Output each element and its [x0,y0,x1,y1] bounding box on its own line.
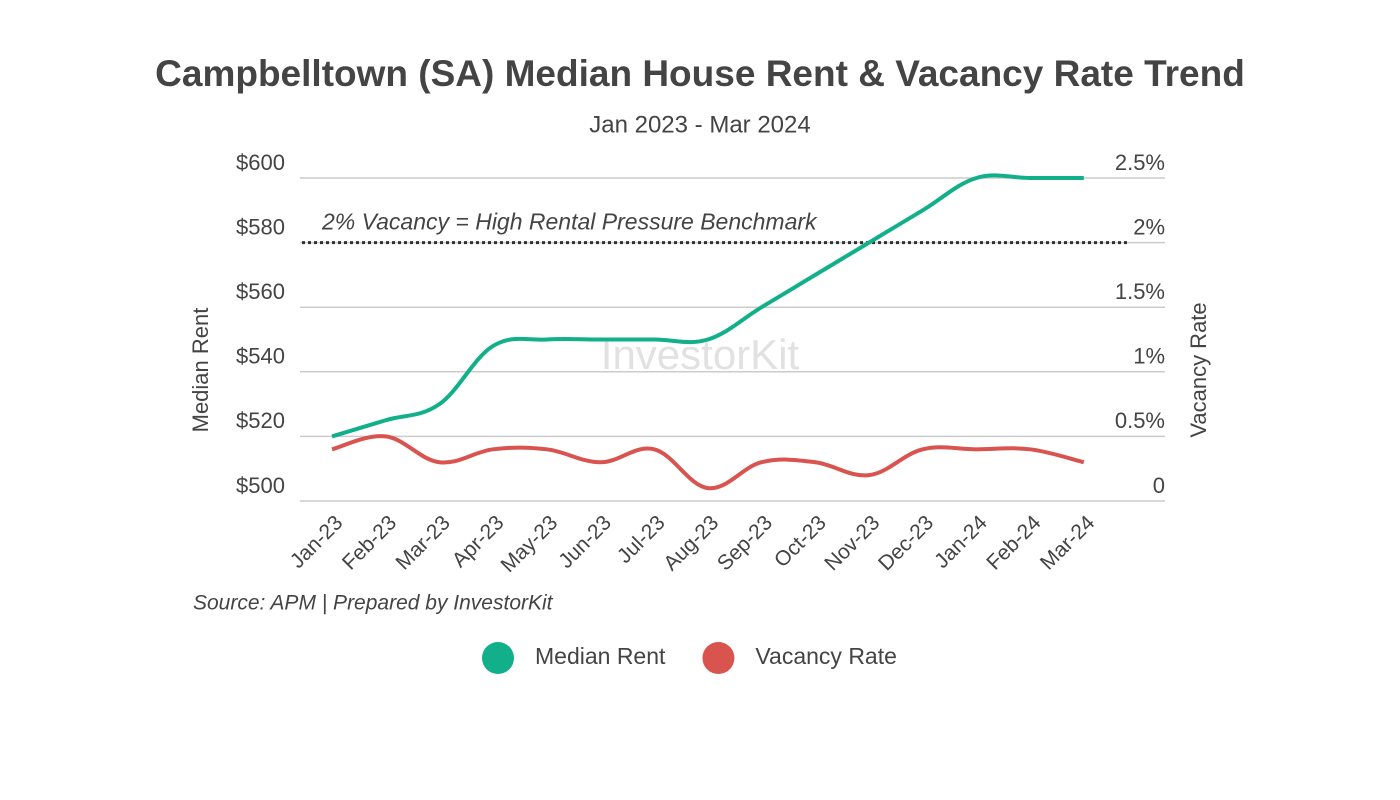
x-tick-label: Feb-24 [982,511,1046,575]
y-tick-label: $520 [236,408,285,433]
y2-tick-label: 0 [1153,473,1165,498]
x-tick-label: Dec-23 [874,511,938,575]
legend-label: Median Rent [535,643,666,669]
y2-tick-label: 0.5% [1115,408,1165,433]
x-tick-label: Oct-23 [770,511,831,572]
y2-axis-label: Vacancy Rate [1186,302,1211,437]
x-tick-label: Sep-23 [713,511,777,575]
benchmark-label: 2% Vacancy = High Rental Pressure Benchm… [321,209,818,235]
y2-tick-label: 1% [1133,344,1165,369]
source-note: Source: APM | Prepared by InvestorKit [193,592,554,615]
x-tick-label: May-23 [496,511,562,577]
legend-label: Vacancy Rate [755,643,896,669]
line-series [331,434,1085,491]
line-series [331,173,1084,439]
y2-tick-label: 2.5% [1115,150,1165,175]
y-axis-label: Median Rent [188,308,213,433]
y2-tick-label: 2% [1133,214,1165,239]
y-tick-label: $560 [236,279,285,304]
y2-tick-label: 1.5% [1115,279,1165,304]
x-tick-label: Aug-23 [659,511,723,575]
x-tick-label: Mar-23 [392,511,455,574]
y-tick-label: $600 [236,150,285,175]
x-tick-label: Nov-23 [820,511,884,575]
y-tick-label: $500 [236,473,285,498]
x-tick-label: Jan-23 [286,511,348,573]
y-tick-label: $540 [236,344,285,369]
y-tick-label: $580 [236,214,285,239]
x-tick-label: Mar-24 [1036,511,1100,575]
legend-marker [482,642,514,674]
x-tick-label: Feb-23 [338,511,401,574]
x-tick-label: Jun-23 [554,511,616,573]
chart-subtitle: Jan 2023 - Mar 2024 [589,111,810,138]
chart-title: Campbelltown (SA) Median House Rent & Va… [155,53,1245,94]
legend-marker [702,642,735,674]
x-tick-label: Jan-24 [930,511,992,573]
